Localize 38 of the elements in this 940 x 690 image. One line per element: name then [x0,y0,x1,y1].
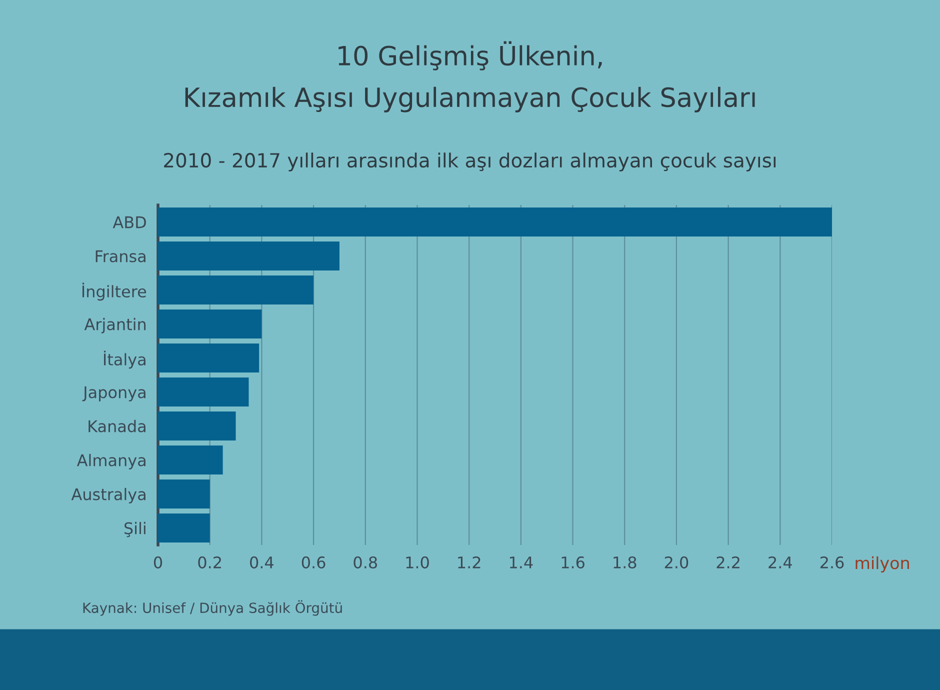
x-tick-label: 1.0 [406,556,429,568]
x-axis-title: milyon [856,556,909,573]
bar [158,378,249,406]
y-tick-label: Australya [71,488,146,504]
bar [158,446,223,474]
y-tick-label: Fransa [96,250,146,262]
x-tick-label: 0.6 [302,556,326,568]
x-tick-label: 1.4 [510,556,533,568]
x-tick-label: 1.8 [614,556,636,568]
y-tick-label: İtalya [104,350,146,369]
x-tick-label: 0 [154,556,162,568]
x-tick-label: 1.6 [562,556,584,568]
y-tick-label: Kanada [88,420,146,432]
bar [158,344,260,372]
bar [158,310,262,338]
chart-title: 10 Gelişmiş Ülkenin, Kızamık Aşısı Uygulanmayan Çocuk Sayıları [185,41,755,112]
text: Kaynak: Unisef / Dünya Sağlık Örgütü [83,600,342,616]
x-tick-label: 1.2 [458,556,480,568]
x-tick-label: 0.8 [354,556,377,568]
y-tick-label: Arjantin [84,318,146,334]
bar [158,276,314,304]
y-tick-label: İngiltere [82,282,146,301]
x-tick-label: 2.2 [716,556,740,568]
x-tick-label: 0.4 [250,556,274,568]
x-tick-label: 2.6 [820,556,844,568]
y-tick-label: Almanya [76,454,146,470]
chart-subtitle: 2010 - 2017 yılları arasında ilk aşı dozları almayan çocuk sayısı [164,152,776,172]
bar [158,514,210,542]
x-tick-label: 2.0 [664,556,688,568]
y-tick-label: ABD [112,216,146,228]
x-tick-label: 2.4 [768,556,792,568]
x-tick-label: 0.2 [198,556,221,568]
y-tick-label: Şili [124,522,146,538]
y-tick-label: Japonya [82,386,146,402]
bar [158,208,832,236]
bar [158,412,236,440]
bar [158,242,340,270]
bar [158,480,210,508]
